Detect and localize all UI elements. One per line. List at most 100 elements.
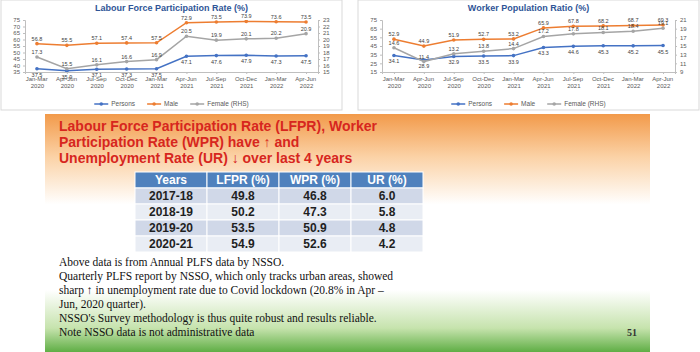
- series-marker: [185, 54, 189, 58]
- slide: Labour Force Participation Rate (LFPR), …: [45, 114, 650, 352]
- table-header-cell: [135, 172, 207, 188]
- series-marker: [185, 21, 189, 25]
- tick: 18: [318, 50, 330, 56]
- legend-item: Male: [147, 100, 178, 107]
- tick-mark: [23, 72, 25, 73]
- tick-label: Jul-Sep 2021: [206, 76, 228, 89]
- table-header-text: WPR (%): [290, 173, 340, 187]
- series-marker: [542, 46, 546, 50]
- tick-mark: [663, 72, 664, 74]
- series-marker: [452, 52, 456, 56]
- tick: Jul-Sep 2021: [206, 72, 228, 89]
- data-labels: 34.128.932.933.533.943.344.645.345.245.5…: [389, 17, 669, 69]
- tick-mark: [380, 46, 382, 47]
- tick-mark: [23, 27, 25, 28]
- table-cell-text: 4.8: [379, 221, 396, 235]
- y2-axis: 9111315171921: [675, 17, 687, 75]
- slide-note: Quarterly PLFS report by NSSO, which onl…: [59, 270, 393, 283]
- axis-line: [23, 21, 26, 73]
- tick-label-line: 2020: [448, 83, 462, 89]
- series-marker: [125, 41, 129, 45]
- tick-mark: [318, 40, 320, 41]
- series-marker: [274, 20, 278, 24]
- tick: 17: [318, 56, 330, 62]
- data-label: 72.9: [181, 15, 192, 21]
- axis-line: [380, 21, 383, 73]
- data-label: 52.9: [389, 31, 400, 37]
- chart-title: Labour Force Participation Rate (%): [95, 3, 248, 13]
- tick: 55: [13, 43, 25, 49]
- series-marker: [601, 44, 605, 48]
- tick-label-line: 2021: [240, 83, 254, 89]
- tick-label-line: 2022: [300, 83, 314, 89]
- table-cell: [207, 188, 279, 204]
- data-label: 37.3: [121, 72, 132, 78]
- tick-mark: [380, 63, 382, 64]
- data-label: 32.9: [448, 59, 459, 65]
- tick: 19: [318, 43, 330, 49]
- series-marker: [244, 53, 248, 57]
- tick-mark: [394, 72, 395, 74]
- tick-label: Jan-Mar 2022: [265, 76, 289, 89]
- series-marker: [452, 38, 456, 42]
- tick: Oct-Dec 2021: [235, 72, 259, 89]
- data-label: 47.6: [211, 59, 222, 65]
- table-cell-text: 2018-19: [149, 205, 193, 219]
- axis-line: [383, 73, 676, 75]
- series-marker: [631, 44, 635, 48]
- data-label: 11.4: [419, 54, 429, 60]
- tick-label: 13: [680, 52, 687, 58]
- tick: 15: [675, 43, 687, 49]
- tick: 16: [318, 63, 330, 69]
- data-label: 33.5: [478, 59, 489, 65]
- tick-mark: [543, 72, 544, 74]
- tick-label: 15: [323, 69, 330, 75]
- tick-label-line: 2021: [597, 83, 611, 89]
- tick-mark: [186, 72, 187, 74]
- tick-label: 16: [323, 63, 330, 69]
- tick-label: Jan-Mar 2020: [383, 76, 407, 89]
- tick-label: 21: [323, 30, 330, 36]
- slide-note: NSSO's Survey methodology is thus quite …: [59, 312, 377, 325]
- table: YearsLFPR (%)WPR (%)UR (%)2017-1849.846.…: [135, 172, 423, 252]
- data-label: 45.5: [658, 49, 669, 55]
- data-label: 55.5: [61, 37, 72, 43]
- tick-label: 60: [13, 37, 20, 43]
- series-marker: [572, 45, 576, 49]
- series-marker: [512, 47, 516, 51]
- tick: Apr-Jun 2021: [533, 72, 556, 89]
- tick-label-line: 2020: [31, 83, 45, 89]
- data-label: 52.7: [478, 31, 489, 37]
- tick-mark: [23, 33, 25, 34]
- series-marker: [304, 32, 308, 36]
- data-label: 33.9: [508, 59, 519, 65]
- tick-label: 20: [323, 37, 330, 43]
- series-marker: [661, 44, 665, 48]
- slide-title: Participation Rate (WPR) have ↑ and: [59, 134, 299, 150]
- series-marker: [482, 38, 486, 42]
- tick-label: Apr-Jun 2020: [413, 76, 436, 89]
- table-cell: [351, 204, 423, 220]
- tick-label-line: 2022: [627, 83, 641, 89]
- data-label: 45.3: [598, 49, 609, 55]
- tick-mark: [380, 37, 382, 38]
- tick-label: 22: [323, 24, 330, 30]
- tick-mark: [633, 72, 634, 74]
- y-axis: 354045505560657075: [13, 17, 25, 75]
- legend-label: Male: [521, 100, 535, 107]
- data-label: 19.9: [211, 32, 222, 38]
- tick-mark: [380, 55, 382, 56]
- tick-mark: [23, 40, 25, 41]
- tick-label: Oct-Dec 2020: [472, 76, 496, 89]
- data-label: 45.2: [628, 49, 639, 55]
- table-header-cell: [279, 172, 351, 188]
- chart: Worker Population Ratio (%)1525354555657…: [358, 0, 699, 110]
- tick: 22: [318, 24, 330, 30]
- legend-marker: [99, 102, 103, 106]
- tick-label-line: 2020: [477, 83, 491, 89]
- slide-note: sharp ↑ in unemployment rate due to Covi…: [59, 284, 384, 297]
- tick: Jan-Mar 2020: [383, 72, 407, 89]
- legend-label: Persons: [468, 100, 493, 107]
- tick-mark: [484, 72, 485, 74]
- data-label: 65.9: [538, 20, 549, 26]
